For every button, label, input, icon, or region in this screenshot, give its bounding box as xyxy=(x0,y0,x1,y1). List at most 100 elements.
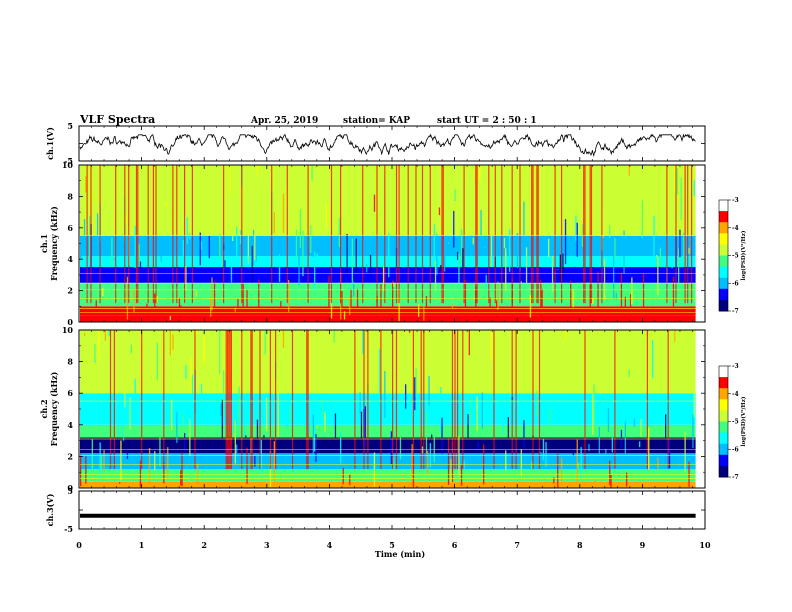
spectral-streak xyxy=(450,459,452,483)
sferic-streak xyxy=(90,165,92,304)
spectral-streak xyxy=(249,165,251,187)
spectral-streak xyxy=(609,460,611,486)
spectral-streak xyxy=(148,448,151,484)
spectral-streak xyxy=(380,284,382,314)
spectral-streak xyxy=(362,330,364,354)
x-tick-label: 2 xyxy=(201,540,207,550)
spectral-streak xyxy=(137,330,139,351)
spectral-streak xyxy=(191,374,194,396)
sferic-streak xyxy=(398,165,400,304)
spectral-streak xyxy=(159,421,161,467)
spectral-streak xyxy=(564,330,567,340)
spectral-streak xyxy=(125,214,127,226)
spectral-streak xyxy=(598,426,600,455)
spectral-streak xyxy=(549,409,551,429)
spectral-streak xyxy=(523,420,525,449)
spectral-streak xyxy=(167,447,169,480)
spectral-streak xyxy=(353,281,355,297)
sferic-streak xyxy=(155,165,157,304)
spectral-streak xyxy=(129,397,131,430)
colorbar-segment xyxy=(719,244,728,256)
spectral-streak xyxy=(282,330,285,348)
x-tick-label: 4 xyxy=(327,540,333,550)
sferic-streak xyxy=(590,165,593,304)
sferic-streak xyxy=(109,330,112,470)
spectral-streak xyxy=(392,280,394,319)
spectral-streak xyxy=(155,435,157,437)
spectral-streak xyxy=(676,425,678,430)
sferic-streak xyxy=(614,330,616,470)
spectral-streak xyxy=(477,442,480,450)
spectral-streak xyxy=(535,182,537,223)
spectral-streak xyxy=(199,232,201,266)
spectral-streak xyxy=(200,384,203,397)
spectral-streak xyxy=(256,166,259,175)
spectral-streak xyxy=(379,348,381,397)
spectral-streak xyxy=(237,298,239,311)
spectral-streak xyxy=(536,390,538,416)
sferic-streak xyxy=(271,165,273,304)
spectral-streak xyxy=(113,258,116,260)
sferic-streak xyxy=(441,165,443,304)
spectral-streak xyxy=(133,288,135,313)
sferic-streak xyxy=(457,330,459,470)
spectral-streak xyxy=(671,260,673,269)
spectral-streak xyxy=(522,374,524,383)
start-time-label: start UT = 2 : 50 : 1 xyxy=(437,116,537,126)
spectral-streak xyxy=(418,303,420,317)
spectral-streak xyxy=(220,403,222,417)
sferic-streak xyxy=(340,165,342,304)
spectral-streak xyxy=(533,309,535,313)
spectral-band xyxy=(80,393,696,425)
spectral-streak xyxy=(139,460,142,488)
spectral-streak xyxy=(510,239,512,247)
sferic-streak xyxy=(229,330,231,470)
spectral-streak xyxy=(156,342,158,381)
spectral-streak xyxy=(529,294,532,318)
sferic-streak xyxy=(241,165,243,304)
spectral-streak xyxy=(620,272,623,310)
spectral-streak xyxy=(181,452,183,487)
spectral-streak xyxy=(239,230,242,245)
ch1-waveform-panel: 5 -5 ch.1(V) xyxy=(45,121,706,166)
sferic-streak xyxy=(362,165,364,304)
sferic-streak xyxy=(286,165,288,304)
spectral-streak xyxy=(485,274,487,290)
spectral-streak xyxy=(246,289,248,310)
spectral-streak xyxy=(623,230,625,274)
sferic-streak xyxy=(194,330,196,470)
sferic-streak xyxy=(475,165,477,304)
spectral-streak xyxy=(316,253,318,268)
spectral-streak xyxy=(208,235,210,259)
colorbar-segment xyxy=(719,222,728,234)
sferic-streak xyxy=(363,330,365,470)
spectral-band xyxy=(80,469,696,482)
x-tick-label: 0 xyxy=(76,540,82,550)
y-tick-label: 5 xyxy=(67,486,73,496)
sferic-streak xyxy=(407,165,409,304)
sferic-streak xyxy=(113,330,115,470)
spectral-streak xyxy=(460,465,463,486)
y-axis-label-line: Frequency (kHz) xyxy=(49,206,59,281)
spectral-streak xyxy=(674,330,676,343)
colorbar-tick-label: -5 xyxy=(732,253,739,260)
colorbar-segment xyxy=(719,410,728,422)
spectral-streak xyxy=(450,308,452,322)
spectral-streak xyxy=(472,237,474,245)
spectral-streak xyxy=(190,357,192,393)
sferic-streak xyxy=(583,165,585,304)
spectral-streak xyxy=(577,462,580,482)
sferic-streak xyxy=(392,330,394,470)
spectral-streak xyxy=(438,207,441,216)
spectral-streak xyxy=(609,225,611,238)
spectral-streak xyxy=(393,282,395,287)
spectral-streak xyxy=(645,308,647,322)
spectral-streak xyxy=(440,265,442,271)
spectral-streak xyxy=(633,418,636,427)
sferic-streak xyxy=(666,165,668,304)
spectral-streak xyxy=(134,225,136,268)
spectral-streak xyxy=(185,365,187,379)
spectral-streak xyxy=(195,330,197,334)
x-tick-label: 5 xyxy=(389,540,395,550)
spectral-band xyxy=(80,453,696,470)
